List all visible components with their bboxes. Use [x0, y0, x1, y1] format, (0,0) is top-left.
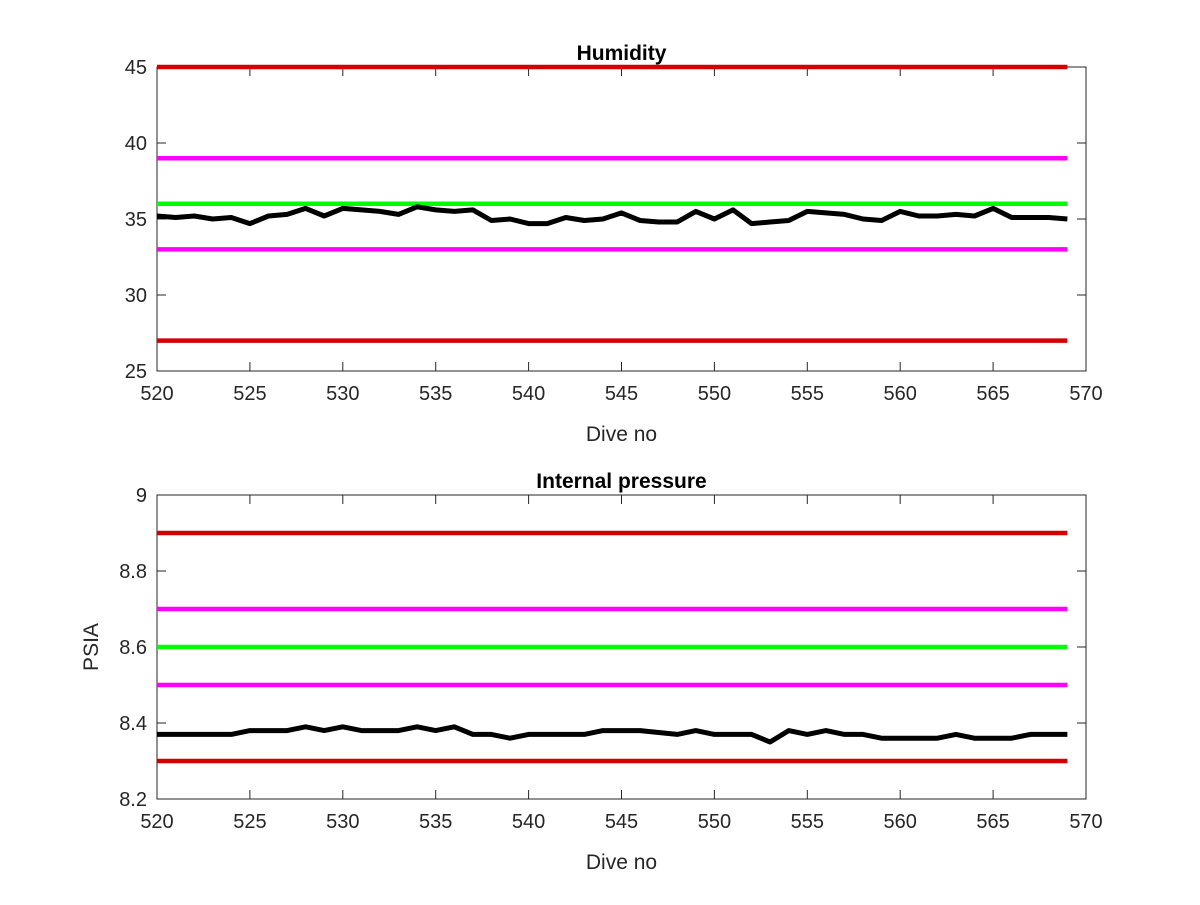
panel-1-ytick-label: 30: [125, 285, 147, 307]
panel-1-ytick-label: 45: [125, 57, 147, 79]
panel-2-xtick-label: 560: [884, 811, 917, 833]
panel-2-ytick-label: 8.6: [119, 637, 147, 659]
panel-1-xtick-label: 525: [233, 383, 266, 405]
panel-2-ytick-label: 8.2: [119, 789, 147, 811]
panel-1-xtick-label: 560: [884, 383, 917, 405]
panel-2-ylabel: PSIA: [80, 623, 103, 671]
panel-2-xlabel: Dive no: [586, 851, 657, 874]
panel-2-xtick-label: 570: [1069, 811, 1102, 833]
panel-1-xtick-label: 535: [419, 383, 452, 405]
panel-1-xlabel: Dive no: [586, 423, 657, 446]
panel-1-axes-box: [156, 66, 1087, 372]
panel-2-ytick-label: 8.4: [119, 713, 147, 735]
panel-1-xtick-label: 550: [698, 383, 731, 405]
panel-1-xtick-label: 545: [605, 383, 638, 405]
panel-2-xtick-label: 555: [791, 811, 824, 833]
panel-2-xtick-label: 550: [698, 811, 731, 833]
panel-2-xtick-label: 565: [976, 811, 1009, 833]
panel-1-ytick-label: 25: [125, 361, 147, 383]
panel-1-xtick-label: 570: [1069, 383, 1102, 405]
panel-1-xtick-label: 555: [791, 383, 824, 405]
panel-1-xtick-label: 520: [140, 383, 173, 405]
panel-1-xtick-label: 565: [976, 383, 1009, 405]
panel-1-title: Humidity: [577, 42, 667, 65]
panel-2-title: Internal pressure: [536, 470, 706, 493]
panel-1-data-line: [156, 204, 1068, 227]
panel-2-ytick-label: 8.8: [119, 561, 147, 583]
panel-1-ytick-label: 40: [125, 133, 147, 155]
panel-1: 520 525 530 535 540 545 550 555 560 565 570 25 30 35 4…: [125, 42, 1103, 446]
panel-2: 520 525 530 535 540 545 550 555 560 565 570 8.2 8.4 8…: [80, 470, 1103, 874]
panel-2-xtick-label: 545: [605, 811, 638, 833]
panel-2-xtick-label: 520: [140, 811, 173, 833]
panel-2-xtick-label: 530: [326, 811, 359, 833]
panel-2-data-line: [157, 724, 1068, 745]
panel-2-xtick-label: 540: [512, 811, 545, 833]
panel-2-xtick-label: 525: [233, 811, 266, 833]
panel-1-ytick-label: 35: [125, 209, 147, 231]
panel-2-ytick-label: 9: [136, 485, 147, 507]
panel-1-xtick-label: 540: [512, 383, 545, 405]
panel-2-xtick-label: 535: [419, 811, 452, 833]
panel-1-xtick-label: 530: [326, 383, 359, 405]
